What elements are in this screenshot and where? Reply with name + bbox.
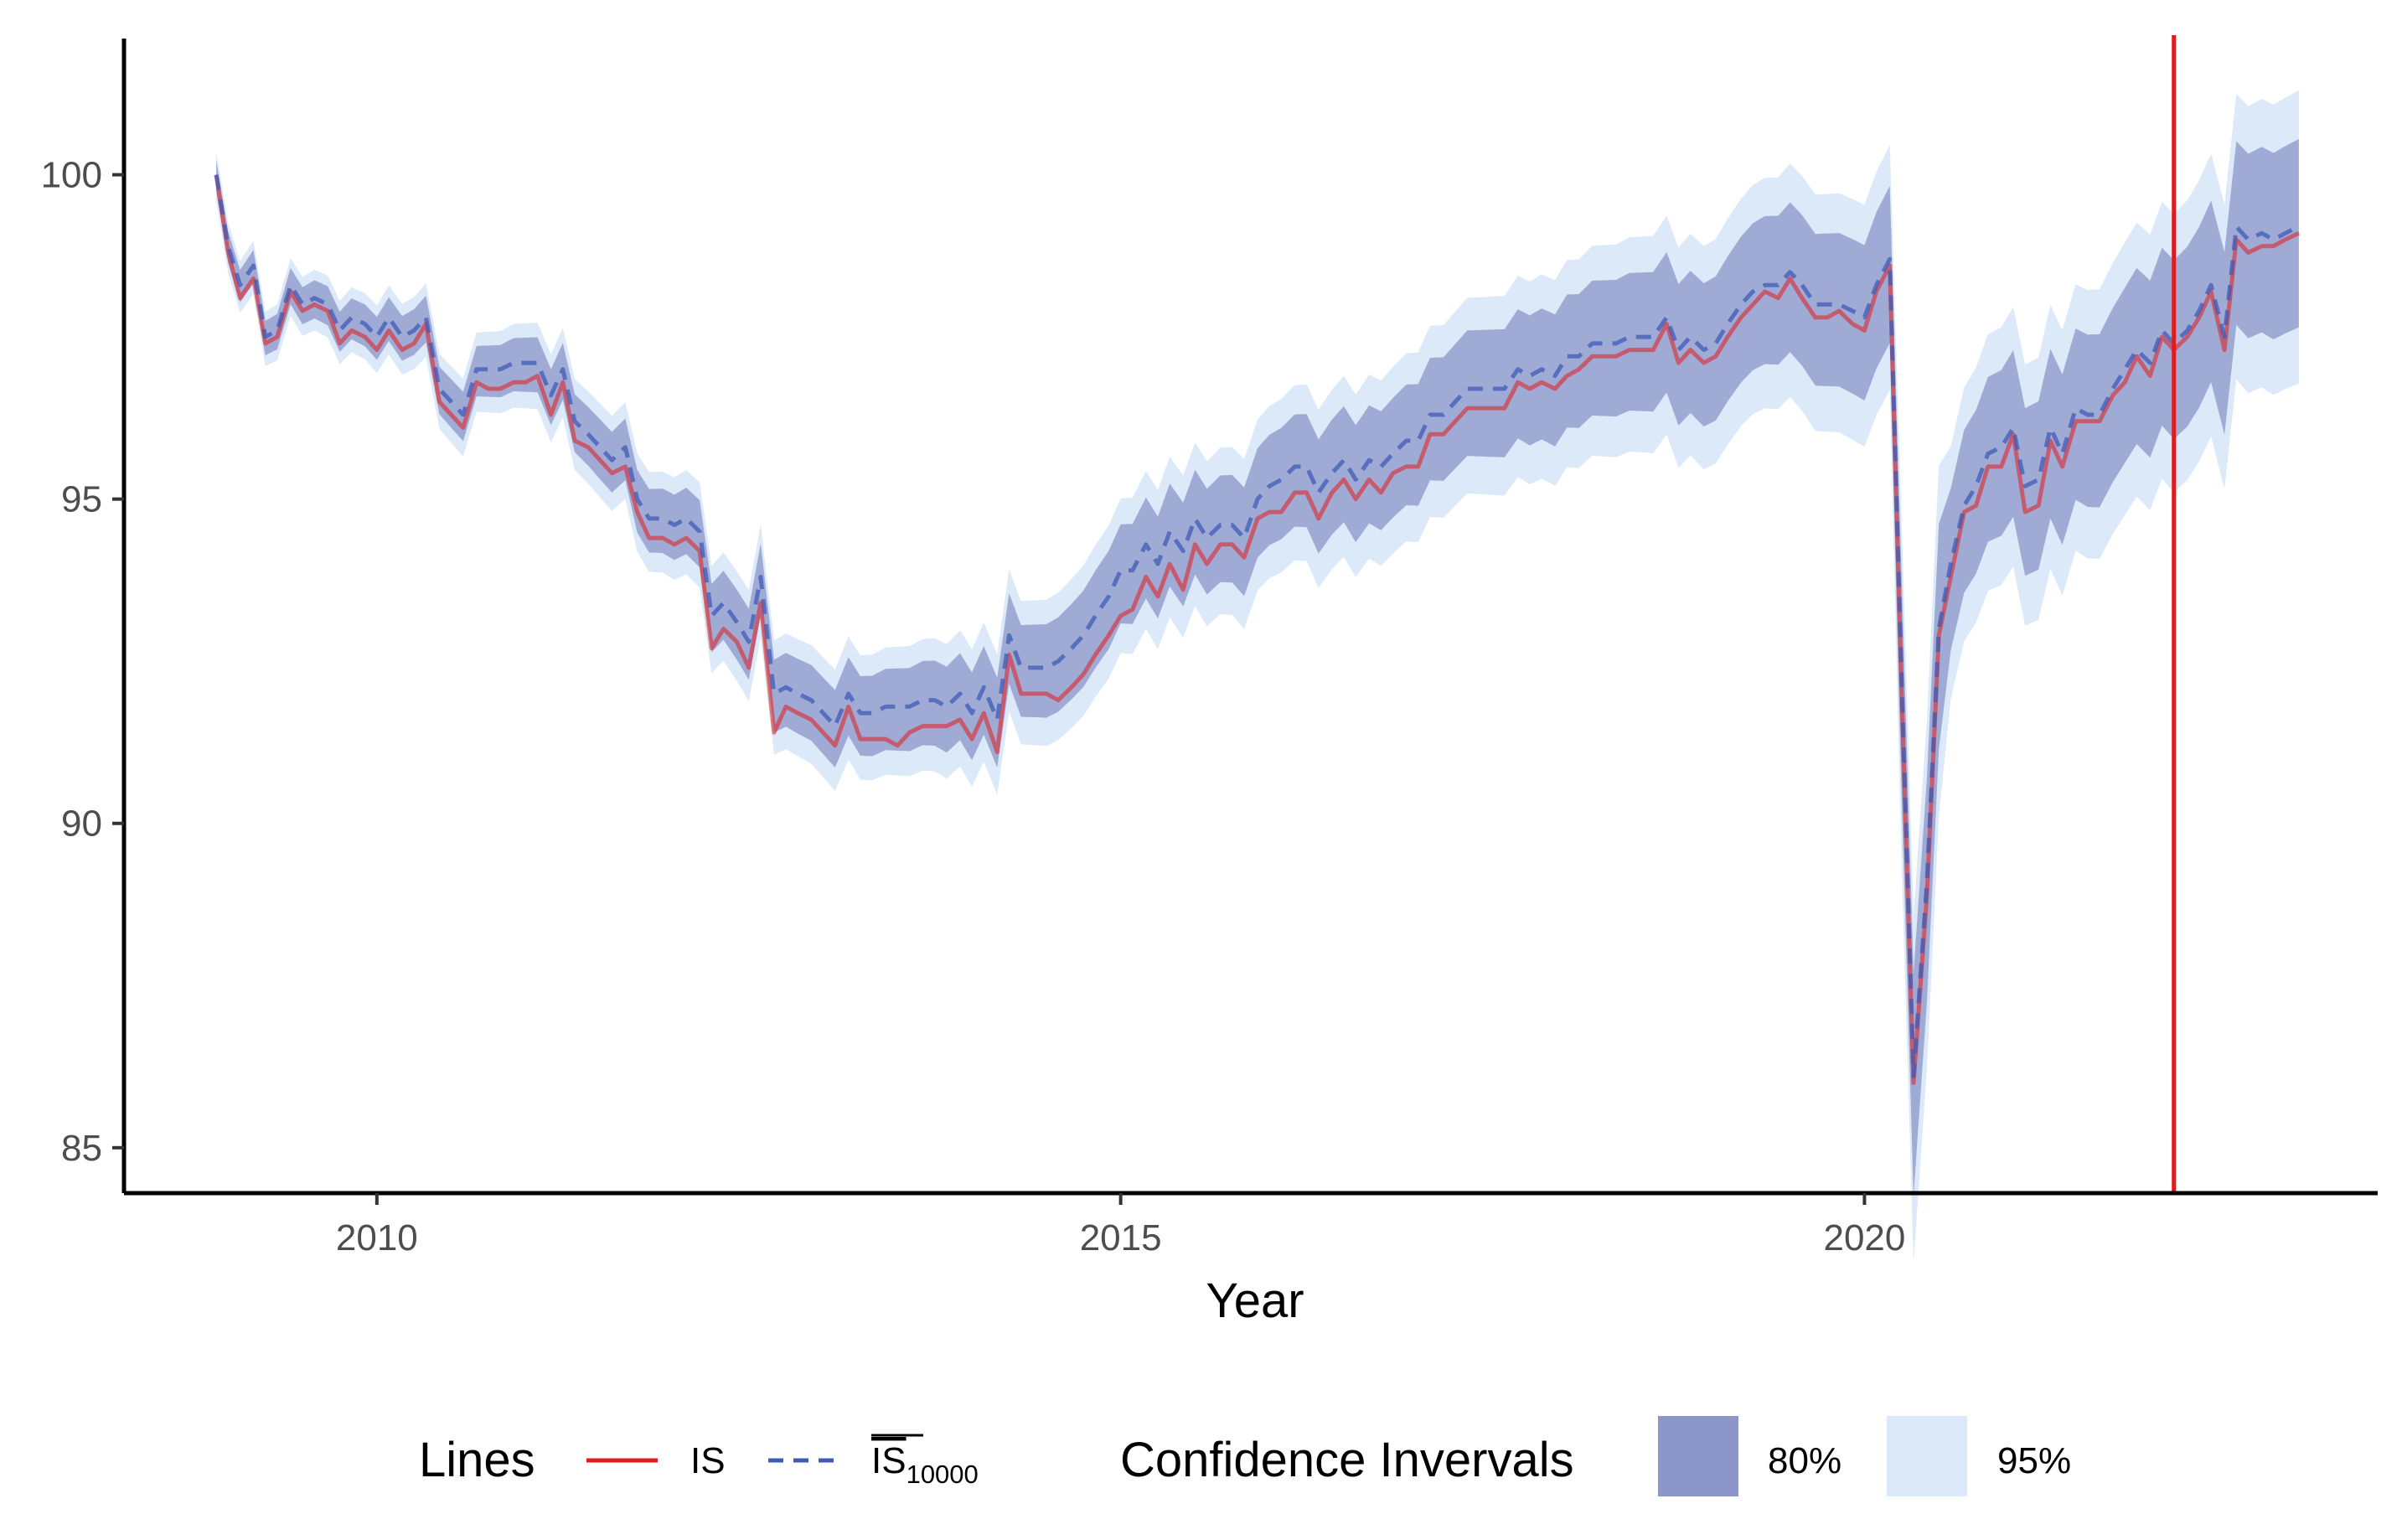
x-tick-label: 2010 <box>336 1217 418 1258</box>
axes <box>121 39 2378 1196</box>
legend-label-is: IS <box>690 1440 726 1481</box>
y-tick-label: 90 <box>61 804 102 845</box>
legend-key-80 <box>1658 1416 1738 1496</box>
x-tick-label: 2015 <box>1080 1217 1162 1258</box>
legend: Lines IS IS10000 Confidence Invervals 80… <box>419 1416 2071 1496</box>
series-lines <box>214 174 2300 1085</box>
band-80 <box>216 138 2299 1196</box>
y-tick-label: 100 <box>41 155 102 196</box>
legend-label-is-mean-subscript: 10000 <box>906 1460 979 1489</box>
legend-label-is-mean: IS10000 <box>871 1440 979 1489</box>
y-tick-label: 95 <box>61 479 102 520</box>
legend-label-80: 80% <box>1768 1440 1841 1481</box>
legend-lines-title: Lines <box>419 1433 535 1487</box>
series-line-is <box>214 174 2300 1085</box>
series-line-is-mean <box>214 174 2300 1079</box>
legend-key-95 <box>1887 1416 1967 1496</box>
legend-ci-title: Confidence Invervals <box>1120 1433 1574 1487</box>
x-axis-ticks: 2010 2015 2020 <box>336 1193 1905 1258</box>
x-axis-title: Year <box>1206 1274 1304 1328</box>
legend-label-95: 95% <box>1997 1440 2071 1481</box>
confidence-bands <box>216 90 2299 1263</box>
y-tick-label: 85 <box>61 1128 102 1169</box>
y-axis-ticks: 85 90 95 100 <box>41 155 124 1169</box>
band-95 <box>216 90 2299 1263</box>
legend-label-is-mean-main: IS <box>871 1440 906 1481</box>
x-tick-label: 2020 <box>1823 1217 1905 1258</box>
